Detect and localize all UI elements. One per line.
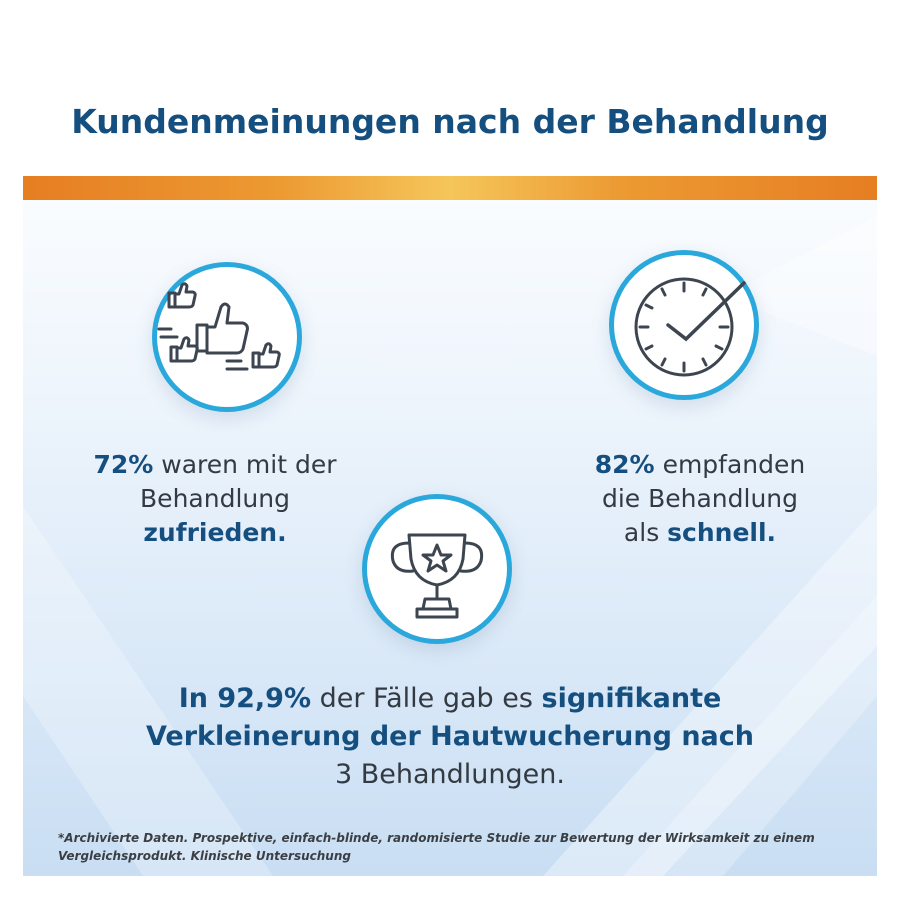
stat-fast-text2: die Behandlung (601, 484, 799, 513)
trophy-circle (362, 494, 512, 644)
stat-satisfied-text1: waren mit der (161, 450, 337, 479)
trophy-star-icon (390, 533, 484, 619)
stat-satisfied-text2: Behandlung (140, 484, 290, 513)
footnote: *Archivierte Daten. Prospektive, einfach… (58, 829, 858, 865)
stat-fast-prefix: als (623, 518, 660, 547)
result-lead: In 92,9% (178, 683, 312, 714)
stat-satisfied: 72% waren mit der Behandlung zufrieden. (60, 448, 370, 550)
thumbs-up-icon (157, 282, 281, 371)
stat-fast-emph: schnell. (667, 518, 777, 547)
footnote-line2: Vergleichsprodukt. Klinische Untersuchun… (58, 849, 351, 863)
stat-satisfied-emph: zufrieden. (143, 518, 287, 547)
result-mid: der Fälle gab es (319, 683, 533, 714)
result-emph2: Verkleinerung der Hautwucherung nach (145, 721, 754, 752)
clock-circle (609, 250, 759, 400)
thumbs-up-circle (152, 262, 302, 412)
result-emph1: signifikante (541, 683, 722, 714)
stat-fast-text1: empfanden (662, 450, 806, 479)
stat-fast-percent: 82% (594, 450, 655, 479)
page-title: Kundenmeinungen nach der Behandlung (71, 102, 829, 141)
stat-satisfied-percent: 72% (93, 450, 154, 479)
stat-fast: 82% empfanden die Behandlung als schnell… (540, 448, 860, 550)
footnote-line1: *Archivierte Daten. Prospektive, einfach… (58, 831, 815, 845)
background-decoration (23, 216, 877, 876)
result-tail: 3 Behandlungen. (335, 759, 565, 790)
clock-check-icon (634, 277, 746, 377)
result-statement: In 92,9% der Fälle gab es signifikante V… (23, 680, 877, 794)
accent-bar (23, 176, 877, 200)
